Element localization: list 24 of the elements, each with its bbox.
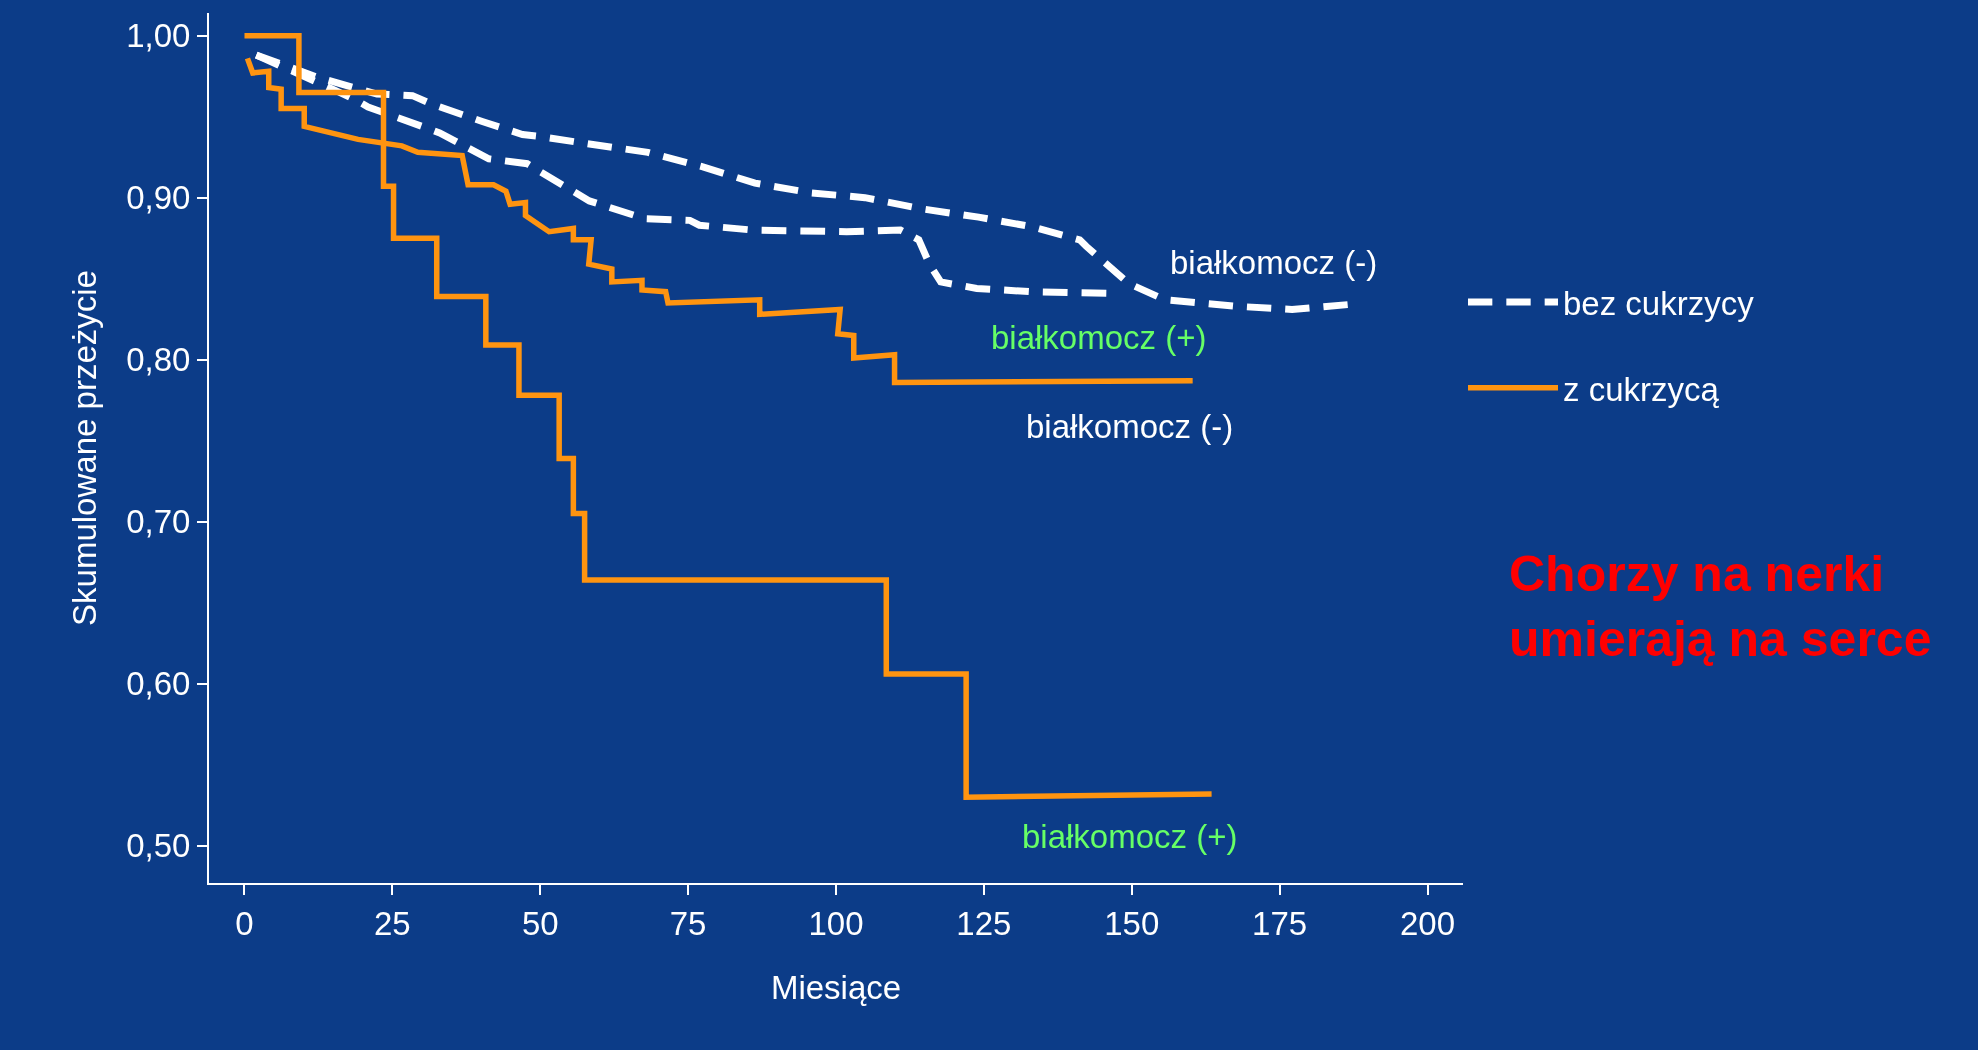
- x-tick-label: 50: [521, 904, 559, 942]
- y-tick-label: 0,70: [126, 503, 191, 541]
- annotation: białkomocz (+): [1022, 818, 1238, 855]
- x-tick-label: 200: [1399, 904, 1456, 942]
- x-tick-label: 125: [956, 904, 1012, 942]
- y-tick-label: 0,80: [126, 341, 191, 379]
- x-tick-label: 25: [374, 904, 411, 942]
- y-tick-label: 1,00: [126, 17, 191, 55]
- y-tick-label: 0,60: [126, 665, 191, 703]
- annotation: białkomocz (+): [991, 319, 1207, 356]
- annotation: białkomocz (-): [1170, 244, 1378, 281]
- legend-label: bez cukrzycy: [1563, 284, 1755, 322]
- y-tick-label: 0,50: [126, 827, 191, 865]
- y-tick-label: 0,90: [126, 179, 191, 217]
- x-tick-label: 0: [235, 904, 254, 942]
- x-tick-label: 100: [808, 904, 864, 942]
- legend-label: z cukrzycą: [1563, 370, 1720, 408]
- x-tick-label: 150: [1104, 904, 1160, 942]
- x-axis-title: Miesiące: [770, 968, 902, 1006]
- x-tick-label: 175: [1252, 904, 1308, 942]
- annotation: białkomocz (-): [1026, 408, 1234, 445]
- x-tick-label: 75: [669, 904, 707, 942]
- text: Chorzy na nerki umierają na serce: [1509, 546, 1932, 667]
- y-axis-title: Skumulowane przeżycie: [65, 270, 103, 626]
